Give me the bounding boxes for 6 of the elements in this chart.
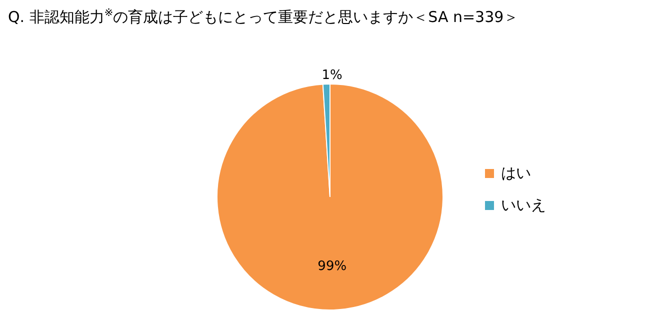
legend-label: いいえ [501, 196, 546, 214]
data-label: 99% [318, 258, 347, 274]
data-label: 1% [322, 68, 342, 83]
chart-title: Q. 非認知能力$^{※}$の育成は子どもにとって重要だと思いますか＜SA n=339＞ [8, 7, 519, 26]
legend-label: はい [501, 164, 531, 182]
pie-slice [216, 84, 444, 310]
